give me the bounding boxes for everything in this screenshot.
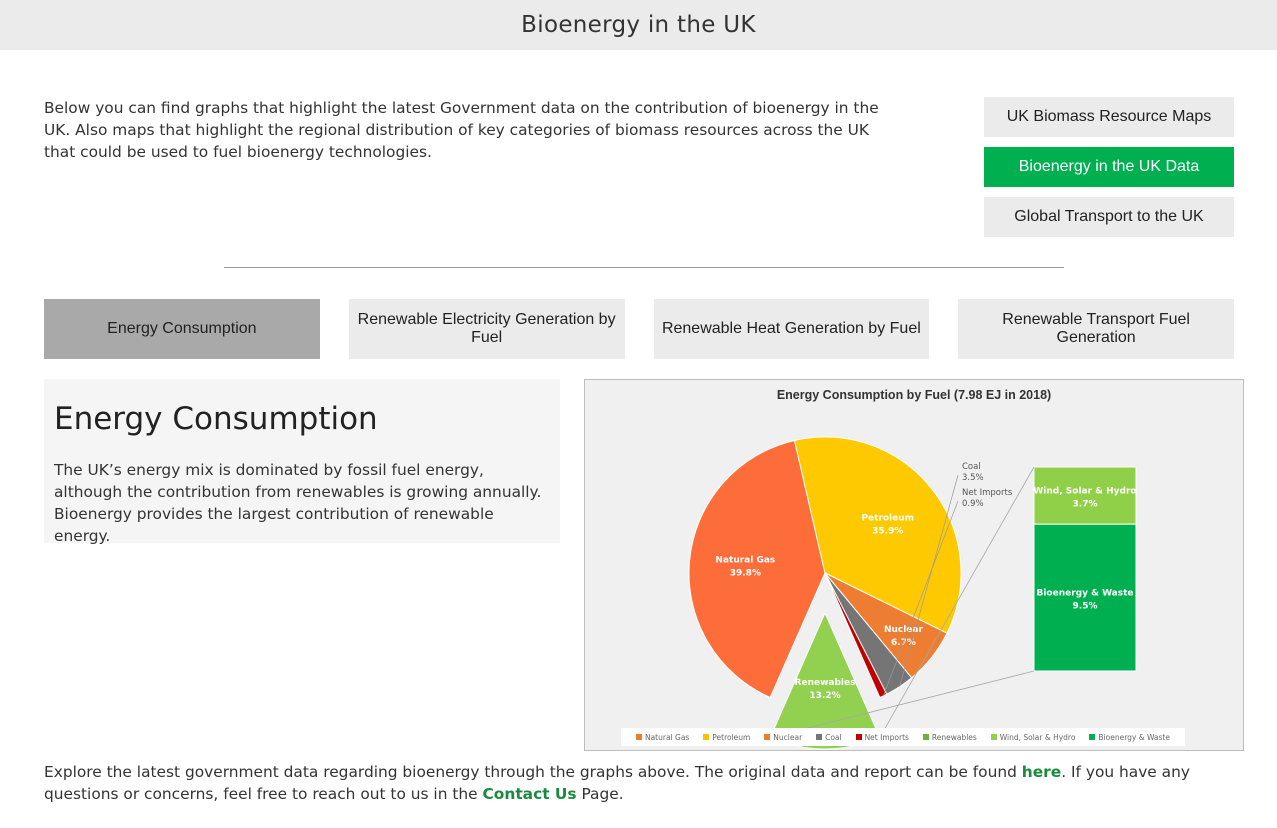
legend-swatch [855, 734, 862, 740]
slice-label-petroleum: Petroleum [861, 513, 914, 523]
slice-pct-renewables: 13.2% [809, 691, 840, 701]
legend-swatch [1089, 734, 1096, 740]
legend-swatch [635, 734, 642, 740]
slice-label-renewables: Renewables [795, 678, 856, 688]
tab-renewable-electricity[interactable]: Renewable Electricity Generation by Fuel [348, 299, 625, 359]
tab-renewable-heat[interactable]: Renewable Heat Generation by Fuel [653, 299, 930, 359]
here-link[interactable]: here [1021, 763, 1062, 781]
info-heading: Energy Consumption [54, 401, 378, 437]
connector-line-top [879, 466, 1035, 738]
legend-swatch [764, 734, 771, 740]
bar-pct-wind-solar-hydro: 3.7% [1073, 500, 1098, 510]
tab-renewable-transport[interactable]: Renewable Transport Fuel Generation [958, 299, 1234, 359]
footer-text-part: Page. [576, 785, 624, 803]
legend-item-net-imports: Net Imports [855, 732, 909, 742]
legend-label: Net Imports [864, 732, 909, 742]
contact-us-link[interactable]: Contact Us [482, 785, 577, 803]
bar-segment-wind-solar-hydro [1033, 466, 1137, 525]
chart-legend: Natural Gas Petroleum Nuclear Coal Net Impor… [621, 728, 1185, 746]
leader-line-coal [899, 474, 959, 687]
page-title: Bioenergy in the UK [521, 12, 756, 38]
legend-item-renewables: Renewables [922, 732, 977, 742]
slice-label-natural-gas: Natural Gas [715, 555, 775, 565]
legend-item-nuclear: Nuclear [764, 733, 802, 742]
legend-swatch [816, 734, 823, 740]
legend-item-petroleum: Petroleum [703, 733, 750, 742]
side-nav-bioenergy-data-button[interactable]: Bioenergy in the UK Data [984, 147, 1234, 187]
slice-label-nuclear: Nuclear [884, 625, 924, 635]
slice-pct-petroleum: 35.9% [872, 526, 903, 536]
slice-pct-net-imports: 0.9% [962, 499, 984, 509]
legend-swatch [990, 734, 997, 740]
bar-segment-bioenergy-waste [1033, 523, 1137, 672]
slice-label-net-imports: Net Imports [962, 488, 1013, 498]
info-body: The UK’s energy mix is dominated by foss… [54, 461, 542, 545]
legend-label: Renewables [931, 732, 977, 742]
side-nav-global-transport-button[interactable]: Global Transport to the UK [984, 197, 1234, 237]
footer-text-part: Explore the latest government data regar… [44, 763, 1022, 781]
legend-swatch [703, 734, 710, 740]
legend-swatch [922, 734, 929, 740]
bar-pct-bioenergy-waste: 9.5% [1073, 602, 1098, 612]
legend-label: Nuclear [773, 732, 803, 742]
chart-canvas: Natural Gas39.8%Petroleum35.9%Nuclear6.7… [688, 436, 1137, 750]
pie-slice-petroleum [793, 436, 962, 634]
legend-item-wind-solar-hydro: Wind, Solar & Hydro [990, 732, 1076, 742]
pie-slice-natural-gas [688, 439, 826, 699]
energy-chart: Energy Consumption by Fuel (7.98 EJ in 2… [584, 379, 1244, 751]
connector-line-bottom [770, 670, 1035, 738]
title-bar: Bioenergy in the UK [0, 0, 1277, 50]
legend-label: Natural Gas [644, 732, 690, 742]
slice-label-coal: Coal [962, 462, 981, 472]
bar-label-wind-solar-hydro: Wind, Solar & Hydro [1033, 487, 1136, 497]
tab-energy-consumption[interactable]: Energy Consumption [44, 299, 320, 359]
chart-title: Energy Consumption by Fuel (7.98 EJ in 2… [776, 388, 1052, 402]
slice-pct-coal: 3.5% [962, 473, 984, 483]
side-nav: UK Biomass Resource Maps Bioenergy in th… [984, 97, 1234, 247]
footer-text: Explore the latest government data regar… [44, 761, 1254, 805]
legend-label: Wind, Solar & Hydro [999, 732, 1076, 742]
slice-pct-natural-gas: 39.8% [730, 568, 761, 578]
leader-line-net-imports [882, 500, 959, 696]
data-tabs: Energy Consumption Renewable Electricity… [44, 299, 1234, 359]
section-divider [224, 267, 1064, 268]
legend-item-bioenergy-waste: Bioenergy & Waste [1089, 733, 1170, 742]
footer-text-part: . If you have any questions or concerns,… [44, 763, 1190, 803]
bar-label-bioenergy-waste: Bioenergy & Waste [1036, 589, 1133, 599]
intro-text: Below you can find graphs that highlight… [44, 99, 879, 161]
legend-item-coal: Coal [816, 733, 842, 742]
side-nav-biomass-maps-button[interactable]: UK Biomass Resource Maps [984, 97, 1234, 137]
legend-item-natural-gas: Natural Gas [635, 732, 690, 742]
legend-label: Coal [825, 732, 842, 742]
legend-label: Petroleum [712, 732, 751, 742]
pie-slice-net-imports [824, 572, 888, 699]
legend-label: Bioenergy & Waste [1098, 732, 1170, 742]
info-panel: Energy Consumption The UK’s energy mix i… [44, 379, 560, 545]
